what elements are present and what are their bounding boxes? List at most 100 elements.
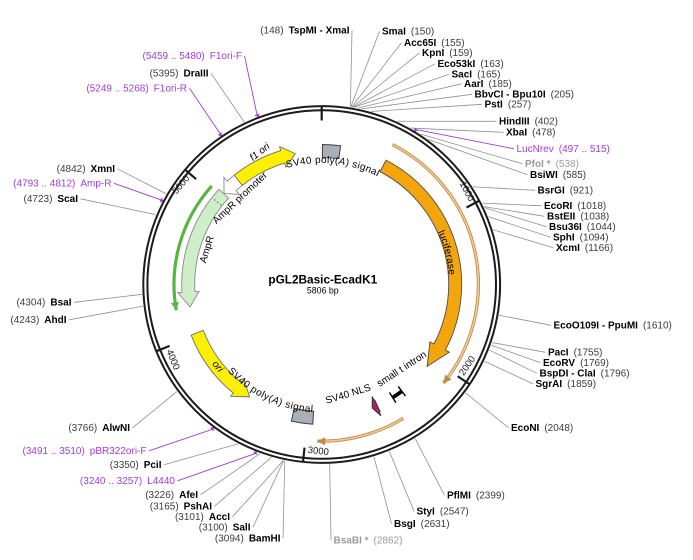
site-label-afei[interactable]: (3226) AfeI [145,490,198,501]
site-label-paci[interactable]: PacI (1755) [548,348,602,359]
leader-econi [465,392,509,429]
feature-ampr-gene-arc[interactable] [170,184,213,311]
leader-kpni [352,52,420,108]
primer-label-pbr322ori-f[interactable]: (3491 .. 3510) pBR322ori-F [23,446,147,457]
site-label-aari[interactable]: AarI (185) [464,79,512,90]
site-label-bsiwi[interactable]: BsiWI (585) [530,170,586,181]
site-label-econi[interactable]: EcoNI (2048) [511,423,573,434]
char: p [315,155,321,166]
leader-styi [388,451,415,512]
leader-sgrai [484,360,534,385]
site-label-pshai[interactable]: (3165) PshAI [150,502,212,513]
leader-tspmi-xmai [350,30,353,107]
site-label-bamhi[interactable]: (3094) BamHI [215,534,281,545]
char: a [369,166,379,179]
site-label-bsu36i[interactable]: Bsu36I (1044) [549,222,616,233]
leader-bbvci-bpu10i [361,93,473,110]
tick-label-3000: 3000 [307,445,329,458]
primer-label-amp-r[interactable]: (4793 .. 4812) Amp-R [13,179,111,190]
site-label-ecori[interactable]: EcoRI (1018) [544,201,606,212]
primer-label-f1ori-f[interactable]: (5459 .. 5480) F1ori-F [143,51,243,62]
site-label-sali[interactable]: (3100) SalI [199,523,251,534]
feature-ampr[interactable] [176,188,230,308]
intron-cap-0 [397,386,407,397]
site-label-sgrai[interactable]: SgrAI (1859) [536,379,597,390]
leader-smai [350,31,380,108]
site-label-bspdi-clai[interactable]: BspDI - ClaI (1796) [540,369,630,380]
site-label-bsrgi[interactable]: BsrGI (921) [538,186,594,197]
site-label-psti[interactable]: PstI (257) [485,100,532,111]
site-labels-layer: (148) TspMI - XmaI SmaI (150)Acc65I (155)… [10,26,672,547]
site-label-text: (4243) AhdI [10,315,66,326]
char: l [259,390,266,401]
site-label-pflmi[interactable]: PflMI (2399) [447,491,505,502]
site-label-acci[interactable]: (3101) AccI [175,512,230,523]
site-label-pcii[interactable]: (3350) PciI [110,460,162,471]
feature-ori[interactable] [190,329,251,398]
char: V [292,157,301,169]
leader-xbai [410,127,504,133]
site-label-smai[interactable]: SmaI (150) [382,27,434,38]
leader-psti [371,103,483,112]
char: n [298,403,305,415]
primer-label-l4440[interactable]: (3240 .. 3257) L4440 [80,476,176,487]
primer-label-lucnrev[interactable]: LucNrev (497 .. 515) [517,144,610,155]
char: o [321,155,327,166]
feature-sv40-late-polya[interactable] [290,407,315,425]
feature-small-t-intron[interactable] [388,386,407,404]
site-label-acc65i[interactable]: Acc65I (155) [404,38,465,49]
site-label-text: (4304) BsaI [16,298,71,309]
site-label-xmni[interactable]: (4842) XmnI [57,164,116,175]
site-label-bsgi[interactable]: BsgI (2631) [394,519,450,530]
site-label-text: (4723) ScaI [24,194,79,205]
site-label-ecorv[interactable]: EcoRV (1769) [543,358,609,369]
site-label-text: (3766) AlwNI [68,423,130,434]
feature-f1-ori[interactable] [233,145,296,187]
feature-sv40-nls[interactable] [371,396,382,417]
site-label-alwni[interactable]: (3766) AlwNI [68,423,130,434]
site-label-xbai[interactable]: XbaI (478) [506,128,555,139]
leader-acci [232,460,284,518]
leader-ecorv [491,344,541,364]
leader-ahdi [68,305,144,321]
char: l [374,168,381,179]
site-label-bsai[interactable]: (4304) BsaI [16,298,71,309]
leader-acc65i [351,42,402,108]
site-label-kpni[interactable]: KpnI (159) [422,48,473,59]
site-label-text: PfoI * (538) [525,159,579,170]
char: a [444,257,456,265]
site-label-xcmi[interactable]: XcmI (1166) [556,243,613,254]
site-label-saci[interactable]: SacI (165) [452,70,501,81]
site-label-scai[interactable]: (4723) ScaI [24,194,79,205]
site-label-pfoi-[interactable]: PfoI * (538) [525,159,579,170]
intron-bar [391,389,403,400]
site-label-text: SphI (1094) [553,233,609,244]
site-label-ahdi[interactable]: (4243) AhdI [10,315,66,326]
site-label-hindiii[interactable]: HindIII (402) [499,117,558,128]
site-label-bbvci-bpu10i[interactable]: BbvCI - Bpu10I (205) [475,90,574,101]
leader-xcmi [493,229,554,249]
site-label-bsteii[interactable]: BstEII (1038) [547,212,609,223]
char: n [364,163,373,175]
site-label-tspmi-xmai[interactable]: (148) TspMI - XmaI [260,26,350,37]
primer-leader-f1ori-f [244,55,258,115]
primer-label-f1ori-r[interactable]: (5249 .. 5268) F1ori-R [86,84,187,95]
feature-luciferase[interactable] [379,159,463,368]
feature-arrowhead-ampr-gene-arc [170,301,179,311]
site-label-text: SgrAI (1859) [536,379,597,390]
feature-luc-gene-arc[interactable] [391,143,480,385]
primer-label-text: (5459 .. 5480) F1ori-F [143,51,243,62]
site-label-styi[interactable]: StyI (2547) [417,507,469,518]
site-label-text: Acc65I (155) [404,38,465,49]
site-label-draiii[interactable]: (5395) DraIII [150,69,209,80]
site-label-sphi[interactable]: SphI (1094) [553,233,609,244]
site-label-bsabi-[interactable]: BsaBI * (2862) [334,536,403,547]
site-label-eco53ki[interactable]: Eco53kI (163) [438,59,504,70]
char: 4 [236,375,248,387]
char: c [438,237,450,245]
plasmid-size: 5806 bp [307,286,339,296]
feature-sv40-early-polya[interactable] [321,143,342,160]
site-label-text: (5395) DraIII [150,69,209,80]
site-label-ecoo109i-ppumi[interactable]: EcoO109I - PpuMI (1610) [554,321,672,332]
feature-luc-3utr-arc[interactable] [317,416,405,446]
